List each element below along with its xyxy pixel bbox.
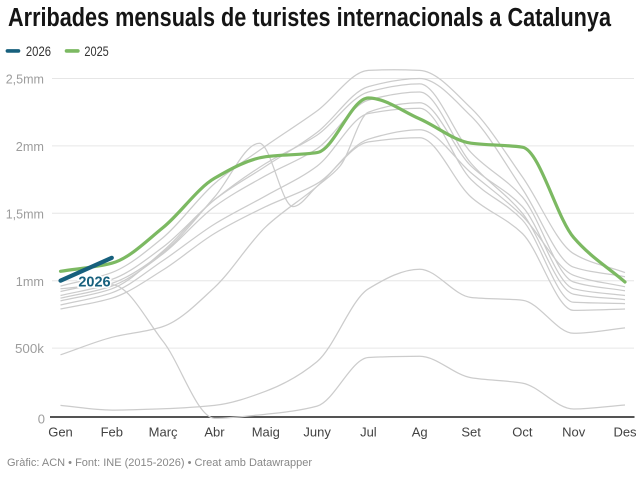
- svg-text:Des: Des: [613, 425, 637, 440]
- svg-text:0: 0: [38, 412, 45, 427]
- svg-text:Maig: Maig: [252, 425, 280, 440]
- svg-text:1,5mm: 1,5mm: [6, 206, 44, 221]
- svg-text:2025: 2025: [84, 43, 109, 59]
- svg-text:Gen: Gen: [48, 425, 73, 440]
- svg-text:Juny: Juny: [303, 425, 331, 440]
- svg-text:Gràfic: ACN • Font: INE (2015-: Gràfic: ACN • Font: INE (2015-2026) • Cr…: [7, 457, 312, 469]
- svg-text:2mm: 2mm: [16, 139, 44, 154]
- svg-text:Març: Març: [149, 425, 178, 440]
- svg-text:Ag: Ag: [412, 425, 428, 440]
- svg-text:Jul: Jul: [360, 425, 377, 440]
- svg-text:Arribades mensuals de turistes: Arribades mensuals de turistes internaci…: [8, 4, 612, 32]
- svg-text:2026: 2026: [78, 274, 110, 290]
- svg-text:Feb: Feb: [101, 425, 123, 440]
- svg-text:Oct: Oct: [512, 425, 533, 440]
- svg-text:1mm: 1mm: [16, 274, 44, 289]
- svg-text:Abr: Abr: [204, 425, 225, 440]
- svg-text:500k: 500k: [15, 341, 45, 356]
- svg-text:Nov: Nov: [562, 425, 586, 440]
- svg-text:2,5mm: 2,5mm: [6, 72, 44, 87]
- svg-text:Set: Set: [461, 425, 481, 440]
- svg-text:2026: 2026: [26, 43, 51, 59]
